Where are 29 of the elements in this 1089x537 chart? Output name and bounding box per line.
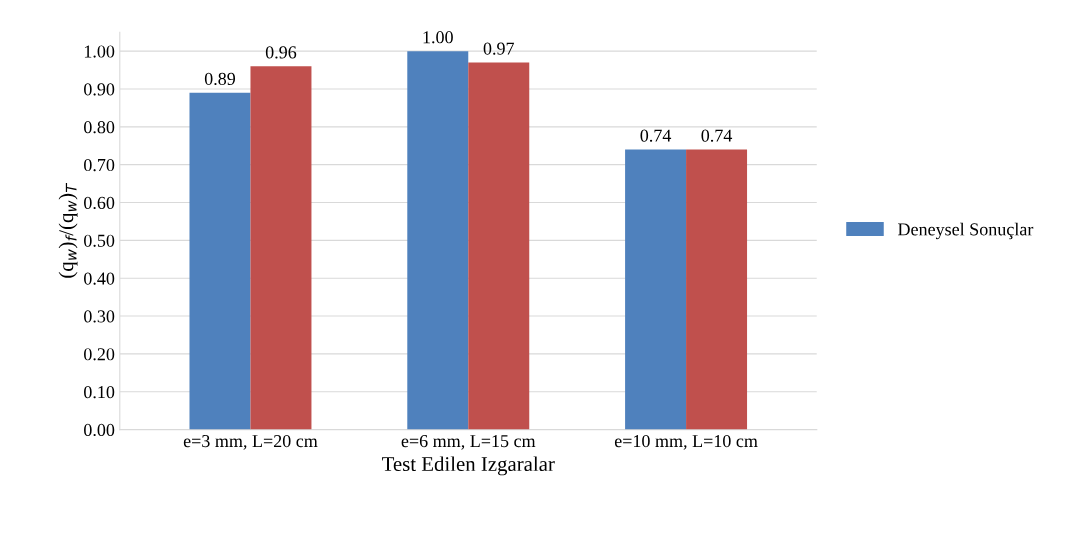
bar <box>189 92 251 430</box>
y-tick-label: 1.00 <box>84 45 115 58</box>
y-tick-label: 0.80 <box>84 121 115 134</box>
data-label: 0.74 <box>640 129 672 142</box>
bar <box>407 51 469 430</box>
legend-label: Deneysel Sonuçlar <box>898 222 1034 240</box>
x-tick-label: e=10 mm, L=10 cm <box>614 434 758 450</box>
x-tick-label: e=6 mm, L=15 cm <box>401 435 536 450</box>
bar <box>250 66 312 430</box>
data-label: 0.89 <box>204 72 236 86</box>
data-label: 1.00 <box>423 31 453 44</box>
y-tick-label: 0.60 <box>84 196 115 210</box>
data-label: 0.96 <box>265 46 297 59</box>
x-tick-label: e=3 mm, L=20 cm <box>183 434 318 450</box>
bar <box>625 149 687 430</box>
bar <box>468 62 530 430</box>
data-label: 0.97 <box>483 42 515 55</box>
y-tick-label: 0.10 <box>84 386 115 399</box>
y-tick-label: 0.90 <box>84 83 115 96</box>
data-label: 0.74 <box>701 129 733 142</box>
y-tick-label: 0.50 <box>84 234 115 247</box>
y-tick-label: 0.30 <box>84 310 115 323</box>
y-tick-label: 0.70 <box>84 158 115 172</box>
x-axis-title: Test Edilen Izgaralar <box>382 456 555 476</box>
y-tick-label: 0.00 <box>84 423 115 437</box>
y-tick-label: 0.40 <box>84 272 115 285</box>
y-axis-title: (q$_{w}$)$_{f}$/(q$_{w}$)$_{T}$ <box>58 182 78 278</box>
bar <box>686 149 748 430</box>
y-tick-label: 0.20 <box>84 348 115 361</box>
